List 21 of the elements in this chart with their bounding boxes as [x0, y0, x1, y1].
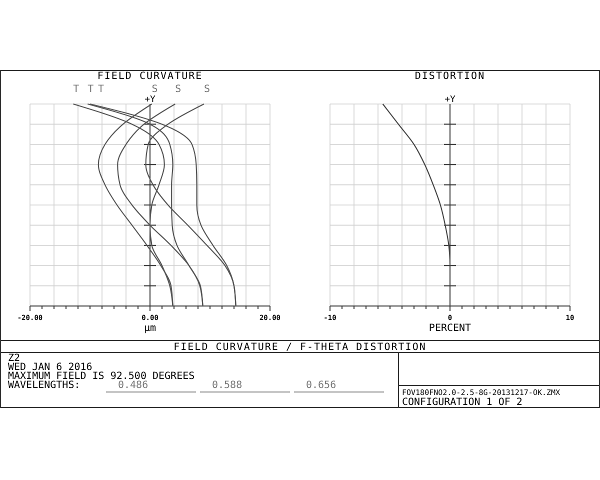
series-label: T: [88, 84, 94, 95]
x-axis-title: PERCENT: [428, 323, 472, 334]
text: MAXIMUM FIELD IS 92.500 DEGREES: [8, 371, 195, 382]
text: CONFIGURATION 1 OF 2: [402, 397, 522, 408]
text: 0.588: [212, 380, 242, 391]
series-label: S: [175, 84, 182, 95]
text: FIELD CURVATURE / F-THETA DISTORTION: [174, 342, 426, 353]
series-label: T: [98, 84, 104, 95]
series-label: T: [73, 84, 80, 95]
y-axis-title: +Y: [444, 95, 456, 105]
y-axis-title: +Y: [144, 95, 156, 105]
series-label: S: [204, 84, 210, 95]
x-axis-title: µm: [144, 323, 156, 334]
series-label: S: [152, 84, 158, 95]
chart-title: DISTORTION: [414, 71, 486, 82]
text: 0.656: [306, 380, 336, 391]
text: Z2: [8, 353, 20, 364]
text: WED JAN 6 2016: [8, 362, 92, 373]
text: WAVELENGTHS:: [8, 380, 80, 391]
text: 0.486: [118, 380, 148, 391]
chart-title: FIELD CURVATURE: [97, 71, 203, 82]
